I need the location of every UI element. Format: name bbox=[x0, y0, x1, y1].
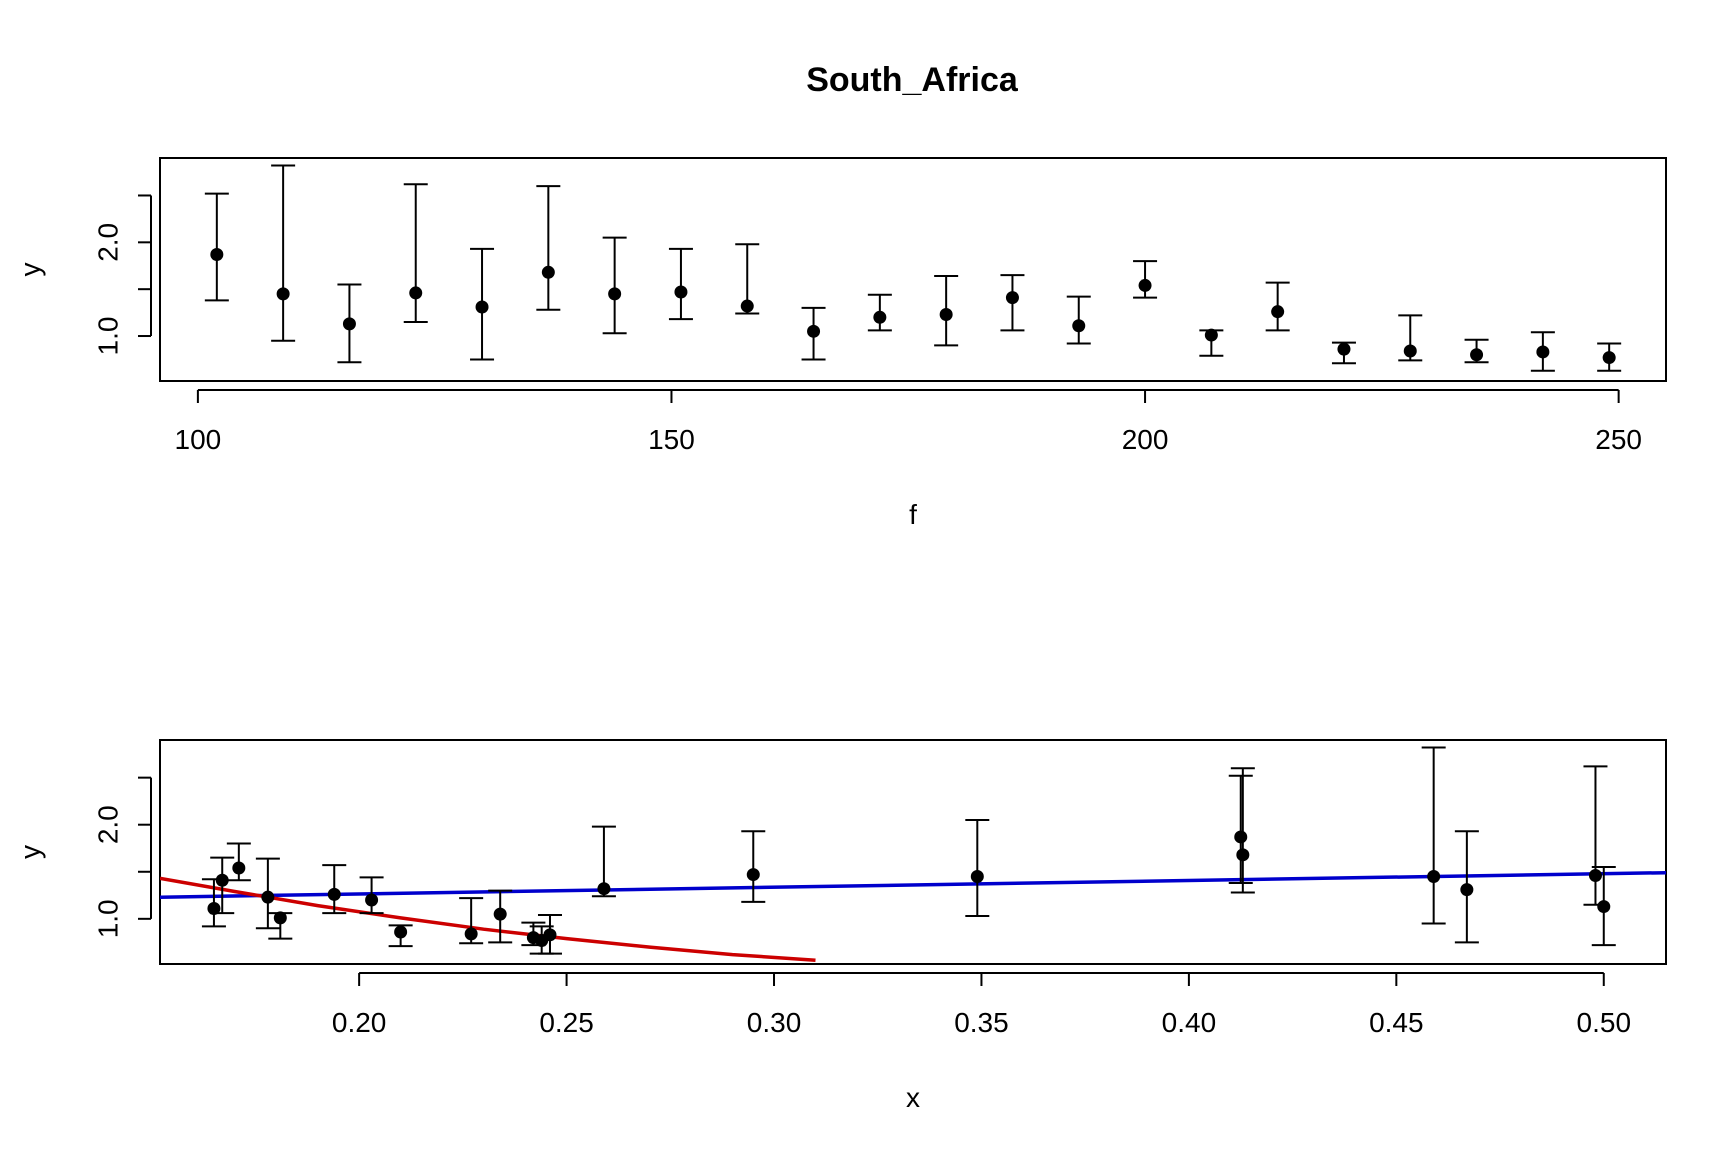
data-point bbox=[543, 928, 557, 942]
data-point bbox=[232, 861, 246, 875]
data-point bbox=[746, 868, 760, 882]
x-tick-label: 0.30 bbox=[747, 1007, 802, 1038]
x-tick-label: 0.20 bbox=[332, 1007, 387, 1038]
y-tick-label: 2.0 bbox=[93, 805, 124, 844]
data-point bbox=[1236, 848, 1250, 862]
data-point bbox=[674, 285, 688, 299]
data-point bbox=[1588, 869, 1602, 883]
data-point bbox=[276, 287, 290, 301]
data-point bbox=[1602, 351, 1616, 365]
x-tick-label: 250 bbox=[1595, 424, 1642, 455]
y-tick-label: 1.0 bbox=[93, 899, 124, 938]
plot-frame bbox=[159, 157, 1667, 382]
y-axis-label: y bbox=[15, 845, 46, 859]
data-point bbox=[1460, 883, 1474, 897]
data-point bbox=[1403, 344, 1417, 358]
y-tick-label: 1.0 bbox=[93, 317, 124, 356]
fit-lines bbox=[160, 870, 1666, 962]
x-tick-label: 0.45 bbox=[1369, 1007, 1424, 1038]
data-point bbox=[409, 286, 423, 300]
data-point bbox=[1204, 328, 1218, 342]
x-tick-label: 0.50 bbox=[1577, 1007, 1632, 1038]
x-axis-label: f bbox=[909, 499, 917, 530]
data-point bbox=[1234, 830, 1248, 844]
data-point bbox=[970, 869, 984, 883]
data-point bbox=[273, 911, 287, 925]
data-point bbox=[365, 893, 379, 907]
data-point bbox=[475, 300, 489, 314]
x-tick-label: 0.25 bbox=[539, 1007, 594, 1038]
data-point bbox=[740, 299, 754, 313]
data-point bbox=[464, 927, 478, 941]
data-point bbox=[493, 907, 507, 921]
y-tick-label: 2.0 bbox=[93, 223, 124, 262]
data-point bbox=[210, 248, 224, 262]
fit-line bbox=[160, 870, 1666, 899]
data-point bbox=[1470, 348, 1484, 362]
data-point bbox=[939, 307, 953, 321]
data-point bbox=[1271, 305, 1285, 319]
data-point bbox=[1337, 342, 1351, 356]
data-point bbox=[1072, 319, 1086, 333]
data-point bbox=[608, 287, 622, 301]
data-point bbox=[597, 882, 611, 896]
data-point bbox=[394, 925, 408, 939]
data-point bbox=[1005, 291, 1019, 305]
x-axis-label: x bbox=[906, 1082, 920, 1113]
data-point bbox=[873, 310, 887, 324]
chart-title: South_Africa bbox=[806, 61, 1019, 99]
data-point bbox=[1427, 869, 1441, 883]
x-tick-label: 0.35 bbox=[954, 1007, 1009, 1038]
data-point bbox=[207, 901, 221, 915]
data-point bbox=[1597, 900, 1611, 914]
x-tick-label: 200 bbox=[1122, 424, 1169, 455]
panel-bottom: 0.20 0.25 0.30 0.35 0.40 0.45 0.50 1.0 2.0 x y bbox=[15, 739, 1667, 1113]
y-axis-label: y bbox=[15, 263, 46, 277]
data-point bbox=[541, 265, 555, 279]
data-point bbox=[1536, 345, 1550, 359]
data-point bbox=[327, 887, 341, 901]
x-tick-label: 100 bbox=[175, 424, 222, 455]
data-point bbox=[261, 890, 275, 904]
panel-top: 100 150 200 250 1.0 2.0 f y bbox=[15, 157, 1667, 530]
plot-frame bbox=[159, 739, 1667, 965]
x-tick-label: 150 bbox=[648, 424, 695, 455]
data-point bbox=[342, 317, 356, 331]
data-point bbox=[215, 873, 229, 887]
x-tick-label: 0.40 bbox=[1162, 1007, 1217, 1038]
data-point bbox=[1138, 278, 1152, 292]
data-point bbox=[807, 324, 821, 338]
